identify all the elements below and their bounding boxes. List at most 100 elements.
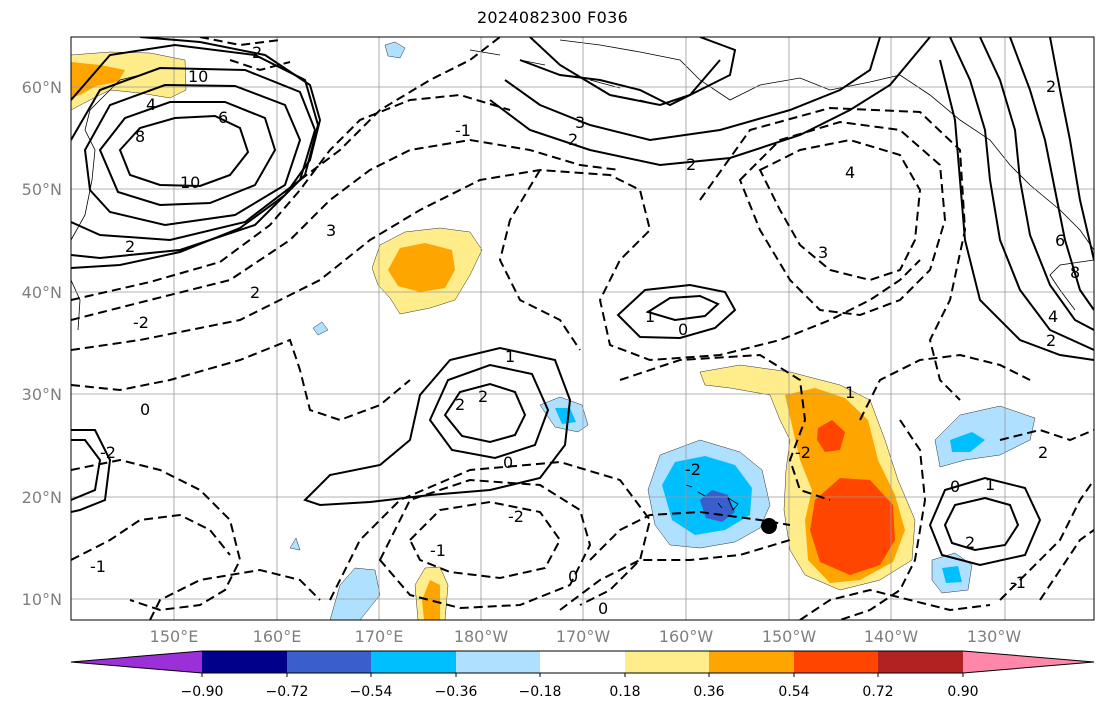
- lon-label: 160°E: [253, 627, 302, 646]
- contour-label: 10: [188, 67, 208, 86]
- contour-label: 2: [252, 43, 262, 62]
- lon-label: 180°W: [454, 627, 509, 646]
- contour-negative-22: [1039, 529, 1094, 601]
- lat-label: 40°N: [22, 283, 62, 302]
- colorbar-tick-label: −0.90: [181, 684, 224, 700]
- colorbar-ticks: −0.90 −0.72 −0.54 −0.36 −0.18 0.18 0.36 …: [181, 684, 979, 700]
- contour-label: -2: [795, 443, 811, 462]
- contour-high-east-5: [939, 59, 1094, 361]
- contour-negative-9: [699, 106, 967, 401]
- contour-label: 2: [1046, 77, 1056, 96]
- contour-high-east-1: [949, 37, 1094, 351]
- contour-label: 4: [1048, 307, 1058, 326]
- contour-aleutian-4: [529, 37, 721, 107]
- contour-label: 8: [135, 127, 145, 146]
- contour-label: 1: [985, 475, 995, 494]
- contour-label: -2: [685, 460, 701, 479]
- contour-high-east-3: [1009, 37, 1094, 311]
- contour-negative-4: [299, 37, 501, 181]
- contour-label: 0: [503, 453, 513, 472]
- contour-label: 2: [568, 130, 578, 149]
- lat-label: 20°N: [22, 488, 62, 507]
- negative-anomaly-dot-1: [312, 321, 329, 336]
- lon-label: 160°W: [659, 627, 714, 646]
- contour-label: 2: [1038, 443, 1048, 462]
- contour-label: 1: [645, 307, 655, 326]
- positive-anomaly-mid-pacific-core: [388, 243, 455, 292]
- colorbar-segments: [70, 650, 1095, 677]
- colorbar-tick-label: 0.90: [947, 684, 978, 700]
- colorbar-segment: [794, 651, 878, 673]
- contour-subtropical-high-2: [428, 363, 550, 460]
- contour-north-pacific-low-1: [645, 294, 720, 322]
- contour-north-pacific-low-0: [616, 283, 737, 340]
- colorbar-extend-low: [71, 651, 202, 673]
- contour-label: 6: [1055, 231, 1065, 250]
- colorbar-tick-label: −0.36: [435, 684, 478, 700]
- coastline-alaska: [559, 39, 1094, 251]
- contour-high-se-2: [928, 476, 1042, 567]
- colorbar-tick-label: 0.54: [778, 684, 809, 700]
- contour-label: 2: [1046, 331, 1056, 350]
- colorbar-segment: [371, 651, 456, 673]
- colorbar-segment: [202, 651, 287, 673]
- contour-label: 2: [965, 533, 975, 552]
- contour-label: 0: [568, 567, 578, 586]
- contour-label: 1: [505, 347, 515, 366]
- positive-anomaly-east-pacific-core-north: [817, 420, 845, 452]
- colorbar-segment: [878, 651, 963, 673]
- contour-high-nw-1: [118, 114, 250, 188]
- contour-label: 8: [1070, 263, 1080, 282]
- contour-label: 4: [146, 95, 156, 114]
- contour-negative-2: [71, 138, 621, 321]
- contour-negative-1: [71, 168, 921, 362]
- contour-aleutian-2: [504, 37, 881, 142]
- contour-label: 3: [818, 243, 828, 262]
- lat-label: 30°N: [22, 385, 62, 404]
- contour-label: 2: [686, 155, 696, 174]
- negative-anomaly-southeast-core: [942, 566, 962, 583]
- negative-anomaly-central-core: [555, 408, 576, 424]
- storm-position-marker: [761, 518, 777, 534]
- colorbar-tick-label: 0.18: [609, 684, 640, 700]
- contour-negative-19: [839, 419, 927, 620]
- contour-label: 3: [575, 113, 585, 132]
- colorbar-extend-high: [963, 651, 1094, 673]
- contour-negative-14: [408, 500, 562, 580]
- contour-label-layer: 2 10 4 8 6 10 3 2 -2 2 0 -2 1 2 2 0 1 0 …: [90, 43, 1080, 618]
- contour-high-east-4: [1049, 37, 1094, 261]
- contour-label: -2: [100, 443, 116, 462]
- contour-negative-15: [378, 478, 592, 610]
- positive-anomaly-south-core: [422, 580, 440, 620]
- contour-label: 0: [598, 599, 608, 618]
- colorbar-segment: [625, 651, 709, 673]
- contour-negative-20: [999, 428, 1094, 442]
- contour-negative-6: [498, 169, 581, 351]
- lon-label: 140°W: [864, 627, 919, 646]
- contour-high-nw-3: [83, 83, 302, 227]
- lon-label: 150°E: [150, 627, 199, 646]
- colorbar-segment: [456, 651, 540, 673]
- contour-high-east-2: [979, 37, 1094, 331]
- contour-negative-18: [589, 510, 791, 561]
- contour-label: -1: [1010, 573, 1026, 592]
- contour-label: 0: [140, 400, 150, 419]
- contour-west-edge: [71, 439, 102, 501]
- contour-label: 3: [326, 221, 336, 240]
- contour-label: 2: [125, 237, 135, 256]
- contour-label: 0: [950, 477, 960, 496]
- contour-label: 4: [845, 163, 855, 182]
- contour-negative-8: [738, 120, 947, 317]
- negative-anomaly-north: [384, 41, 406, 59]
- contour-west-edge-2: [71, 429, 112, 513]
- positive-anomaly-northwest-core: [71, 62, 125, 98]
- colorbar-segment: [540, 651, 625, 673]
- contour-high-se-1: [943, 496, 1020, 552]
- contour-negative-23: [799, 588, 991, 620]
- colorbar: −0.90 −0.72 −0.54 −0.36 −0.18 0.18 0.36 …: [70, 650, 1095, 700]
- contour-label: -1: [430, 541, 446, 560]
- contour-label: -1: [455, 121, 471, 140]
- colorbar-segment: [287, 651, 371, 673]
- colorbar-tick-label: −0.72: [266, 684, 309, 700]
- contour-negative-12: [71, 458, 242, 612]
